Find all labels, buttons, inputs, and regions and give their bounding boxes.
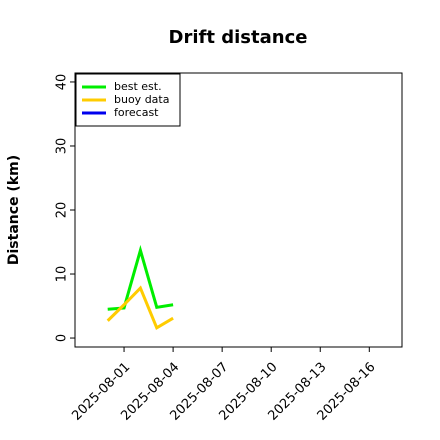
y-tick-label: 30 <box>55 138 70 155</box>
legend-label: best est. <box>114 80 162 93</box>
y-tick-label: 40 <box>55 74 70 91</box>
y-tick-label: 0 <box>55 334 70 342</box>
y-axis-label: Distance (km) <box>6 155 22 265</box>
y-tick-label: 10 <box>55 266 70 283</box>
chart-title: Drift distance <box>169 27 308 48</box>
series-line <box>106 285 174 330</box>
y-tick-label: 20 <box>55 202 70 219</box>
series-line <box>107 244 174 311</box>
legend-label: forecast <box>114 106 159 119</box>
legend-label: buoy data <box>114 93 169 106</box>
